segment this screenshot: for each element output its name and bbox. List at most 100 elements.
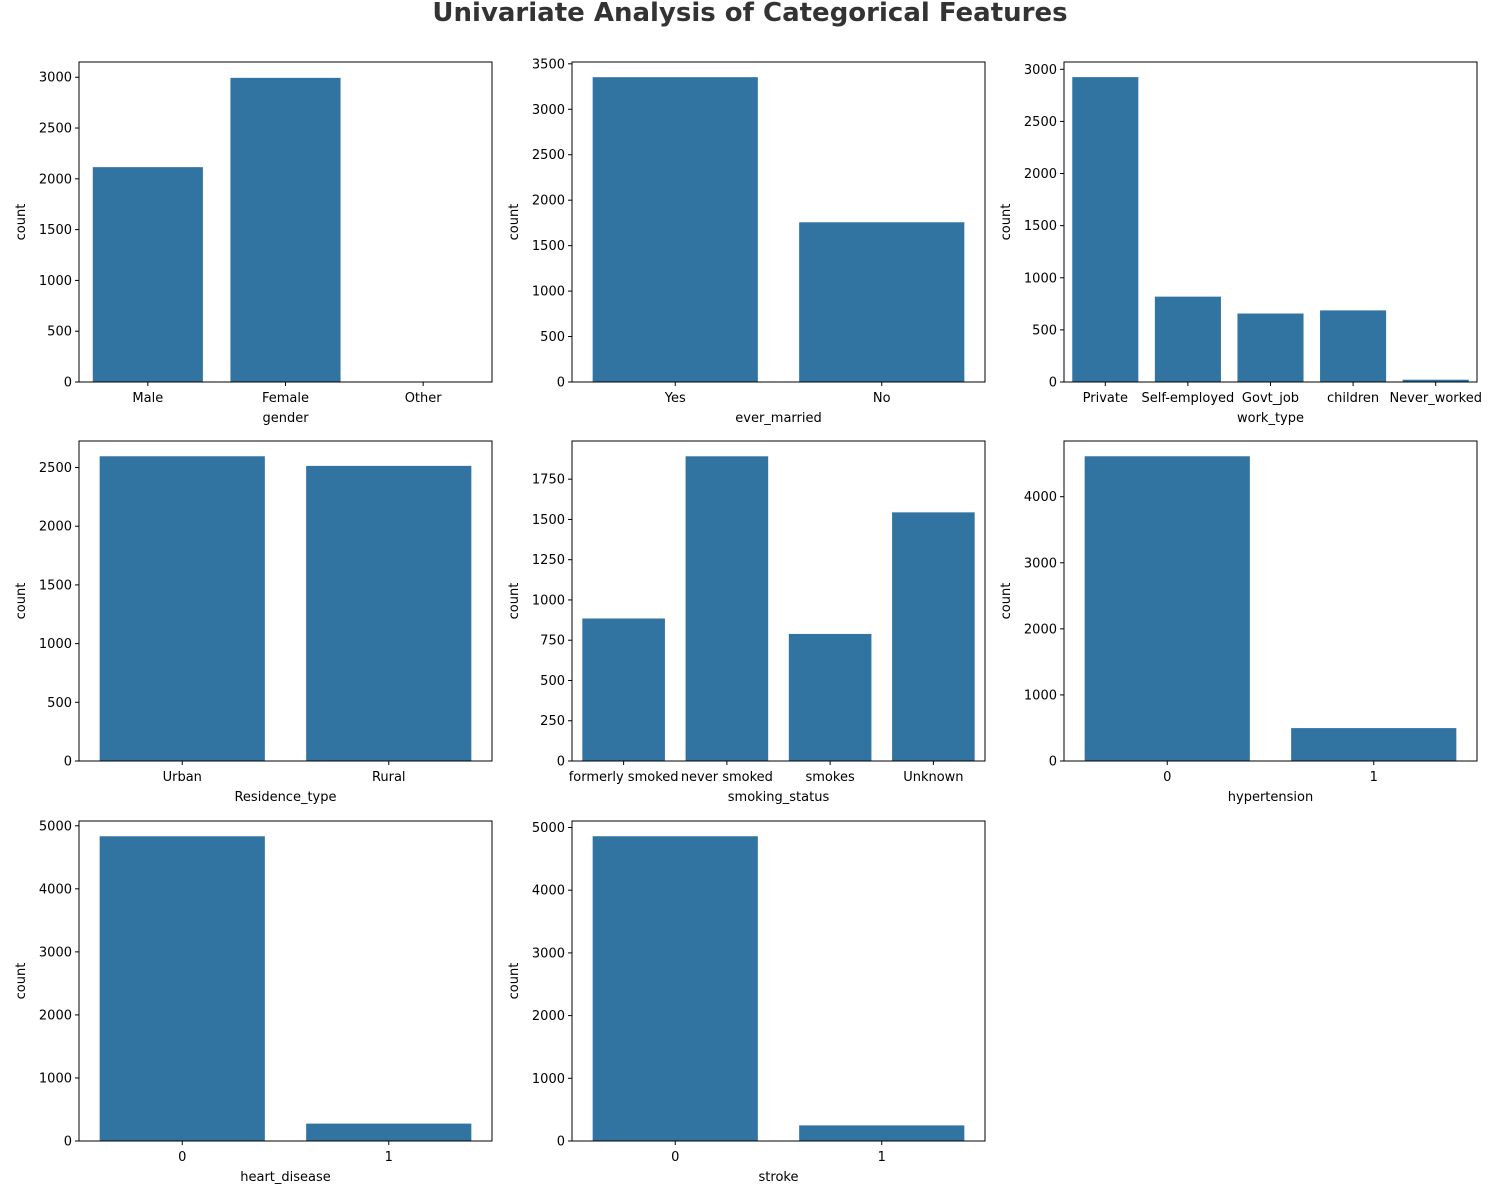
- y-tick-label: 1000: [39, 1071, 72, 1086]
- bar: [892, 512, 975, 761]
- subplot-ever-married: 0 500 1000 1500 2000 2500 3000 3500 Yes No ever_ma…: [507, 57, 986, 426]
- y-tick-label: 1500: [532, 513, 565, 528]
- y-tick-label: 2000: [39, 520, 72, 535]
- x-axis-label: gender: [262, 411, 309, 426]
- figure-title: Univariate Analysis of Categorical Featu…: [432, 0, 1068, 28]
- y-tick-label: 250: [540, 714, 565, 729]
- bar: [1072, 77, 1139, 382]
- y-tick-label: 500: [540, 330, 565, 345]
- y-tick-label: 2500: [39, 122, 72, 137]
- y-tick-label: 2000: [1024, 622, 1057, 637]
- bar: [99, 836, 265, 1141]
- x-axis-label: stroke: [759, 1170, 799, 1185]
- axes-frame: [1063, 440, 1478, 762]
- y-tick-label: 1000: [1024, 271, 1057, 286]
- x-tick-label: 0: [178, 1150, 186, 1165]
- y-tick-label: 0: [1049, 376, 1057, 391]
- y-tick-label: 500: [1032, 323, 1057, 338]
- y-tick-label: 500: [540, 674, 565, 689]
- bar: [1237, 313, 1304, 382]
- y-tick-label: 4000: [1024, 490, 1057, 505]
- x-tick-label: Unknown: [903, 770, 963, 785]
- bar: [592, 77, 758, 382]
- subplot-work-type: 0 500 1000 1500 2000 2500 3000 Private Self-empl…: [999, 61, 1482, 426]
- subplot-residence-type: 0 500 1000 1500 2000 2500 Urban Rural Residence_…: [14, 440, 493, 805]
- y-tick-label: 4000: [532, 884, 565, 899]
- x-tick-label: Other: [405, 391, 443, 406]
- x-tick-label: Self-employed: [1141, 391, 1234, 406]
- y-tick-label: 1000: [532, 593, 565, 608]
- x-tick-label: Never_worked: [1389, 391, 1482, 406]
- y-tick-label: 2500: [1024, 115, 1057, 130]
- bar: [92, 167, 203, 382]
- x-tick-label: Male: [132, 391, 163, 406]
- subplot-hypertension: 0 1000 2000 3000 4000 0 1 hypertension count: [999, 440, 1478, 805]
- x-tick-label: smokes: [806, 770, 855, 785]
- x-tick-label: Rural: [372, 770, 406, 785]
- x-tick-label: Govt_job: [1242, 391, 1299, 406]
- x-axis-label: ever_married: [735, 411, 822, 426]
- y-tick-label: 5000: [532, 821, 565, 836]
- y-tick-label: 4000: [39, 882, 72, 897]
- x-tick-label: Private: [1083, 391, 1128, 406]
- axes-frame: [571, 440, 986, 762]
- y-tick-label: 2000: [39, 1008, 72, 1023]
- y-tick-label: 5000: [39, 819, 72, 834]
- y-tick-label: 0: [1049, 755, 1057, 770]
- x-axis-label: smoking_status: [728, 790, 830, 805]
- x-tick-label: 1: [385, 1150, 393, 1165]
- y-tick-label: 2000: [532, 194, 565, 209]
- bar: [1291, 728, 1457, 761]
- y-tick-label: 0: [557, 755, 565, 770]
- x-tick-label: 0: [1163, 770, 1171, 785]
- y-tick-label: 3000: [1024, 556, 1057, 571]
- subplot-gender: 0 500 1000 1500 2000 2500 3000 Male Female Other g…: [14, 61, 493, 426]
- y-tick-label: 2500: [532, 148, 565, 163]
- bar: [1084, 456, 1250, 761]
- bar: [799, 222, 965, 382]
- y-axis-label: count: [14, 204, 29, 241]
- axes-frame: [571, 820, 986, 1142]
- y-tick-label: 0: [64, 755, 72, 770]
- bar: [1320, 310, 1387, 382]
- bar: [99, 456, 265, 761]
- y-tick-label: 2000: [1024, 167, 1057, 182]
- x-tick-label: 1: [878, 1150, 886, 1165]
- y-tick-label: 3000: [1024, 63, 1057, 78]
- x-tick-label: never smoked: [681, 770, 773, 785]
- bar: [799, 1125, 965, 1141]
- y-tick-label: 1500: [39, 223, 72, 238]
- y-tick-label: 3000: [532, 103, 565, 118]
- x-tick-label: children: [1327, 391, 1379, 406]
- x-tick-label: 0: [671, 1150, 679, 1165]
- x-axis-label: hypertension: [1228, 790, 1313, 805]
- bar: [1154, 296, 1221, 382]
- y-tick-label: 0: [557, 376, 565, 391]
- subplot-stroke: 0 1000 2000 3000 4000 5000 0 1 stroke count: [507, 820, 986, 1185]
- y-tick-label: 3000: [39, 945, 72, 960]
- bar: [685, 456, 769, 761]
- y-tick-label: 1750: [532, 473, 565, 488]
- y-tick-label: 0: [64, 376, 72, 391]
- y-tick-label: 1000: [1024, 688, 1057, 703]
- x-tick-label: No: [873, 391, 891, 406]
- y-axis-label: count: [999, 583, 1014, 620]
- y-axis-label: count: [507, 204, 522, 241]
- x-tick-label: 1: [1370, 770, 1378, 785]
- y-axis-label: count: [999, 204, 1014, 241]
- x-tick-label: formerly smoked: [569, 770, 679, 785]
- axes-frame: [571, 61, 986, 383]
- y-tick-label: 0: [64, 1135, 72, 1150]
- subplot-smoking-status: 0 250 500 750 1000 1250 1500 1750 formerly smoke…: [507, 440, 986, 805]
- y-tick-label: 2500: [39, 461, 72, 476]
- bar: [306, 465, 472, 761]
- y-tick-label: 2000: [532, 1009, 565, 1024]
- y-tick-label: 1500: [1024, 219, 1057, 234]
- x-axis-label: Residence_type: [234, 790, 336, 805]
- y-tick-label: 1500: [39, 578, 72, 593]
- y-tick-label: 1250: [532, 553, 565, 568]
- x-axis-label: work_type: [1237, 411, 1304, 426]
- y-tick-label: 3000: [532, 946, 565, 961]
- bar: [592, 836, 758, 1141]
